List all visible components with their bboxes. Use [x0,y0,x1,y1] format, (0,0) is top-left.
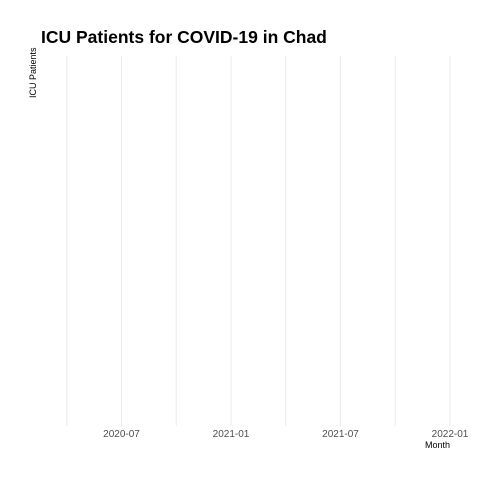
gridlines [66,56,451,426]
x-tick-label: 2021-07 [322,429,359,440]
x-tick-label: 2021-01 [213,429,250,440]
y-axis-label: ICU Patients [28,47,38,98]
chart-title: ICU Patients for COVID-19 in Chad [41,27,327,47]
x-tick-label: 2022-01 [432,429,469,440]
x-axis-ticks: 2020-07 2021-01 2021-07 2022-01 [103,429,469,440]
x-tick-label: 2020-07 [103,429,140,440]
x-axis-label: Month [425,440,450,450]
